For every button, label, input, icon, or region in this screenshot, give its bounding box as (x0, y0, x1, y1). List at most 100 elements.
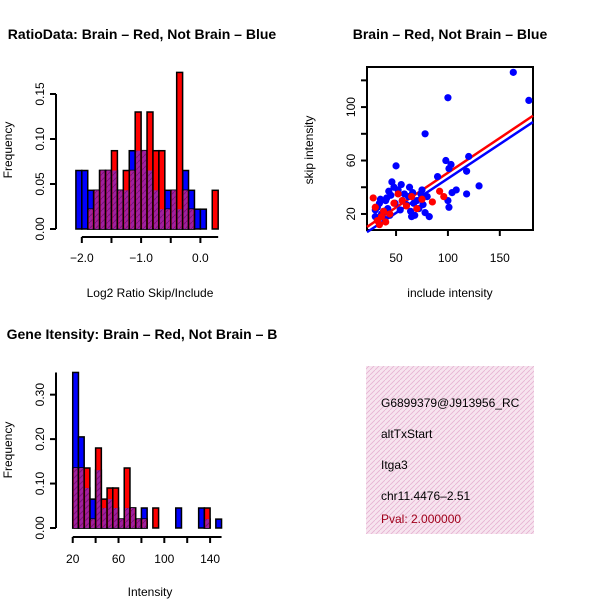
scatter-point-red (369, 194, 377, 202)
info-panel-background (366, 366, 534, 534)
ratio-y-tick-label: 0.15 (33, 82, 47, 106)
scatter-point-red (428, 198, 436, 206)
scatter-point-blue (425, 213, 433, 221)
scatter-x-tick-label: 100 (438, 251, 458, 265)
intensity-overlap-hatch (125, 508, 129, 528)
scatter-point-blue (447, 160, 455, 169)
intensity-x-tick-label: 20 (66, 552, 80, 566)
intensity-y-tick-label: 0.00 (33, 516, 47, 540)
scatter-point-blue (442, 156, 450, 165)
scatter-point-blue (411, 211, 419, 219)
ratio-overlap-hatch (88, 209, 93, 229)
intensity-histogram-title: Gene Itensity: Brain – Red, Not Brain – … (7, 326, 278, 342)
ratio-bar-red (211, 189, 219, 230)
scatter-y-tick-label: 20 (344, 207, 358, 221)
intensity-overlap-hatch (119, 519, 124, 528)
scatter-point-blue (525, 96, 533, 105)
ratio-y-tick-label: 0.10 (33, 127, 47, 151)
ratio-overlap-hatch (124, 190, 129, 229)
scatter-point-red (371, 203, 379, 211)
intensity-scatter-panel: Brain – Red, Not Brain – Blue include in… (302, 26, 547, 300)
ratio-histogram-title: RatioData: Brain – Red, Not Brain – Blue (8, 26, 277, 42)
intensity-histogram-ylabel: Frequency (1, 422, 15, 479)
intensity-overlap-hatch (113, 508, 118, 528)
ratio-x-tick-label: −2.0 (70, 251, 94, 265)
ratio-overlap-hatch (136, 150, 141, 229)
ratio-overlap-hatch (165, 209, 170, 229)
intensity-x-tick-label: 60 (112, 552, 126, 566)
ratio-overlap-hatch (159, 209, 164, 229)
scatter-point-blue (376, 195, 385, 203)
scatter-point-red (386, 210, 394, 218)
intensity-y-tick-label: 0.30 (33, 383, 47, 407)
ratio-bar-blue (199, 208, 208, 230)
scatter-point-blue (419, 201, 427, 209)
scatter-ylabel: skip intensity (302, 116, 316, 185)
scatter-point-blue (385, 187, 393, 195)
intensity-bar-blue (215, 518, 223, 529)
ratio-x-tick-label: −1.0 (129, 251, 153, 265)
scatter-point-blue (452, 186, 460, 194)
genomic-location-text: chr11.4476–2.51 (381, 489, 471, 503)
ratio-overlap-hatch (142, 150, 147, 229)
scatter-x-tick-label: 50 (389, 251, 403, 265)
intensity-overlap-hatch (90, 519, 95, 528)
ratio-overlap-hatch (183, 190, 188, 229)
ratio-histogram-xlabel: Log2 Ratio Skip/Include (87, 286, 214, 300)
scatter-point-red (402, 202, 411, 210)
ratio-overlap-hatch (94, 190, 99, 229)
scatter-point-blue (421, 130, 429, 138)
scatter-point-red (382, 218, 390, 226)
intensity-overlap-hatch (79, 468, 84, 528)
scatter-title: Brain – Red, Not Brain – Blue (353, 26, 548, 42)
ratio-overlap-hatch (153, 190, 158, 229)
pval-text: Pval: 2.000000 (381, 512, 461, 526)
scatter-point-red (375, 221, 384, 229)
scatter-point-blue (445, 203, 453, 211)
ratio-overlap-hatch (148, 170, 152, 229)
intensity-overlap-hatch (136, 519, 141, 528)
ratio-x-tick-label: 0.0 (192, 251, 209, 265)
intensity-overlap-hatch (73, 468, 78, 528)
intensity-overlap-hatch (96, 470, 101, 528)
event-info-panel: G6899379@J913956_RC altTxStart Itga3 chr… (366, 366, 534, 534)
intensity-histogram-xlabel: Intensity (128, 585, 173, 599)
ratio-overlap-hatch (106, 170, 111, 229)
intensity-bar-blue (175, 507, 183, 529)
intensity-x-tick-label: 100 (154, 552, 174, 566)
scatter-y-tick-label: 100 (344, 97, 358, 117)
event-id-text: G6899379@J913956_RC (381, 396, 520, 410)
ratio-overlap-hatch (177, 209, 182, 229)
intensity-y-tick-label: 0.20 (33, 427, 47, 451)
scatter-point-blue (396, 206, 404, 214)
ratio-overlap-hatch (171, 190, 176, 229)
scatter-point-red (418, 195, 426, 203)
ratio-y-tick-label: 0.05 (33, 172, 47, 196)
ratio-overlap-hatch (189, 209, 194, 229)
intensity-overlap-hatch (85, 488, 89, 528)
scatter-point-blue (463, 167, 471, 175)
scatter-point-blue (405, 183, 414, 191)
ratio-histogram-panel: RatioData: Brain – Red, Not Brain – Blue… (1, 26, 276, 300)
event-type-text: altTxStart (381, 427, 433, 441)
gene-name-text: Itga3 (381, 458, 408, 472)
scatter-point-blue (418, 186, 426, 194)
ratio-bar-blue (81, 169, 89, 230)
intensity-y-tick-label: 0.10 (33, 472, 47, 496)
scatter-point-blue (392, 162, 400, 170)
ratio-bar-red (175, 71, 184, 230)
scatter-point-red (398, 197, 406, 205)
scatter-point-red (408, 192, 416, 201)
intensity-x-tick-label: 140 (200, 552, 220, 566)
scatter-point-blue (465, 152, 473, 161)
scatter-point-blue (463, 190, 471, 198)
intensity-overlap-hatch (102, 508, 107, 528)
intensity-overlap-hatch (130, 508, 135, 528)
ratio-bar-blue (75, 169, 83, 230)
ratio-overlap-hatch (130, 170, 135, 229)
ratio-overlap-hatch (112, 170, 117, 229)
scatter-xlabel: include intensity (407, 286, 492, 300)
scatter-point-red (436, 187, 444, 195)
scatter-point-blue (397, 180, 405, 189)
